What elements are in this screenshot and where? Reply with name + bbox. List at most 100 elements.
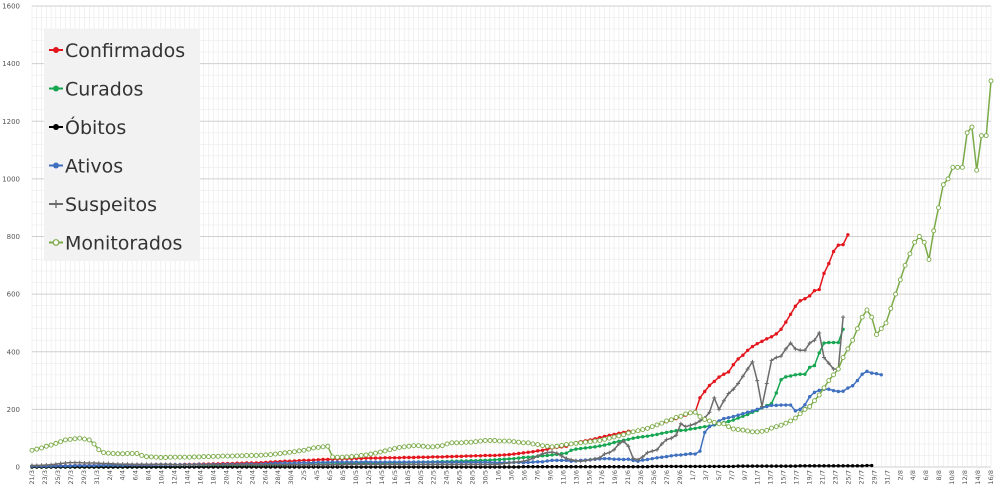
data-point xyxy=(545,465,549,469)
data-point xyxy=(874,371,879,376)
legend-item: Óbitos xyxy=(49,115,126,139)
data-point xyxy=(521,451,526,455)
data-point xyxy=(234,453,240,459)
data-point xyxy=(516,459,521,464)
data-point xyxy=(373,450,378,456)
data-point xyxy=(598,465,602,469)
data-point xyxy=(173,462,178,467)
data-point xyxy=(340,465,344,469)
data-point xyxy=(220,453,226,459)
data-point xyxy=(396,444,402,450)
y-tick-label: 1600 xyxy=(2,3,20,11)
data-point xyxy=(369,460,373,464)
x-tick-label: 10/8 xyxy=(948,470,956,485)
data-point xyxy=(268,462,273,467)
data-point xyxy=(841,389,845,393)
data-point xyxy=(803,297,807,301)
data-point xyxy=(364,460,368,464)
data-point xyxy=(516,451,521,456)
x-tick-label: 22/5 xyxy=(430,470,438,485)
data-point xyxy=(430,444,436,450)
data-point xyxy=(426,460,430,464)
data-point xyxy=(564,465,569,469)
data-point xyxy=(736,416,740,420)
data-point xyxy=(645,457,650,462)
data-point xyxy=(420,443,426,449)
data-point xyxy=(497,462,502,467)
legend-item: Curados xyxy=(49,79,143,101)
data-point xyxy=(559,442,565,448)
data-point xyxy=(473,439,479,445)
data-point xyxy=(611,434,617,440)
x-tick-label: 21/3 xyxy=(28,470,36,485)
data-point xyxy=(587,439,593,445)
data-point xyxy=(392,465,397,469)
data-point xyxy=(902,262,908,268)
data-point xyxy=(807,464,812,468)
data-point xyxy=(525,440,531,446)
data-point xyxy=(259,462,264,467)
data-point xyxy=(44,462,49,467)
data-point xyxy=(836,243,841,247)
data-point xyxy=(469,460,473,465)
data-point xyxy=(416,462,421,467)
data-point xyxy=(488,453,492,458)
data-point xyxy=(836,389,841,394)
data-point xyxy=(707,383,712,388)
data-point xyxy=(635,428,641,434)
data-point xyxy=(345,460,349,464)
data-point xyxy=(230,462,235,467)
data-point xyxy=(240,465,244,469)
x-tick-label: 1/7 xyxy=(689,470,697,480)
data-point xyxy=(741,414,745,418)
data-point xyxy=(326,460,330,465)
data-point xyxy=(846,233,850,237)
data-point xyxy=(583,465,588,469)
legend-marker xyxy=(52,200,60,208)
data-point xyxy=(520,440,526,446)
data-point xyxy=(540,460,545,464)
data-point xyxy=(721,421,727,427)
data-point xyxy=(354,465,359,469)
data-point xyxy=(363,462,368,467)
data-point xyxy=(597,438,603,443)
data-point xyxy=(550,450,555,455)
data-point xyxy=(316,465,320,469)
data-point xyxy=(612,457,616,461)
data-point xyxy=(974,167,980,173)
x-tick-label: 25/7 xyxy=(844,470,852,485)
data-point xyxy=(583,446,588,450)
data-point xyxy=(707,464,712,469)
data-point xyxy=(545,450,550,455)
data-point xyxy=(296,448,302,454)
data-point xyxy=(755,407,759,412)
data-point xyxy=(388,465,392,469)
data-point xyxy=(664,430,669,435)
data-point xyxy=(401,444,407,450)
data-point xyxy=(426,455,430,459)
legend: Confirmados Curados Óbitos Ativos Suspeitos M… xyxy=(44,29,200,261)
data-point xyxy=(330,462,335,467)
data-point xyxy=(411,455,416,460)
data-point xyxy=(320,444,326,450)
data-point xyxy=(239,462,244,467)
x-tick-label: 16/5 xyxy=(391,470,399,485)
data-point xyxy=(354,460,359,464)
x-tick-label: 6/5 xyxy=(326,470,334,480)
x-tick-label: 9/6 xyxy=(546,470,554,480)
data-point xyxy=(703,430,707,435)
data-point xyxy=(664,437,669,442)
data-point xyxy=(540,448,545,452)
data-point xyxy=(836,340,841,345)
data-point xyxy=(749,429,755,435)
data-point xyxy=(283,465,287,469)
data-point xyxy=(569,457,574,462)
data-point xyxy=(67,436,73,442)
data-point xyxy=(779,327,783,331)
data-point xyxy=(621,457,626,462)
data-point xyxy=(822,341,826,345)
data-point xyxy=(726,424,732,430)
series-line xyxy=(32,234,849,467)
data-point xyxy=(616,441,621,446)
data-point xyxy=(693,426,697,431)
